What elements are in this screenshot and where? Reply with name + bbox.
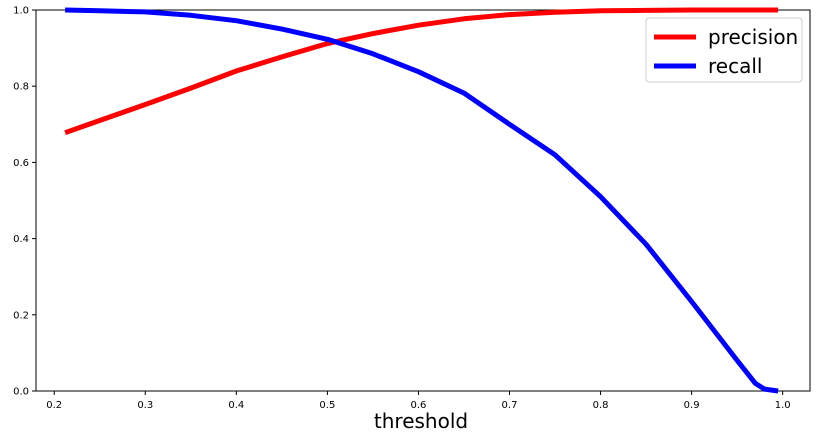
legend: precision recall bbox=[645, 17, 803, 83]
series-line-recall bbox=[65, 7, 779, 394]
series-layer bbox=[64, 7, 779, 394]
y-tick-label: 0.8 bbox=[13, 82, 29, 93]
x-tick-label: 0.5 bbox=[319, 400, 335, 411]
x-tick-label: 0.4 bbox=[228, 400, 244, 411]
x-tick-label: 0.7 bbox=[502, 400, 518, 411]
x-axis-title: threshold bbox=[374, 409, 468, 433]
x-tick-label: 0.8 bbox=[593, 400, 609, 411]
y-tick-label: 0.0 bbox=[13, 387, 29, 398]
y-axis-ticks: 0.0 0.2 0.4 0.6 0.8 1.0 bbox=[13, 6, 36, 398]
x-tick-label: 1.0 bbox=[775, 400, 791, 411]
series-line-precision bbox=[64, 7, 779, 136]
x-tick-label: 0.6 bbox=[410, 400, 426, 411]
y-tick-label: 1.0 bbox=[13, 6, 29, 17]
x-tick-label: 0.3 bbox=[137, 400, 153, 411]
y-tick-label: 0.4 bbox=[13, 234, 29, 245]
legend-label-precision: precision bbox=[708, 25, 798, 49]
x-axis-ticks: 0.2 0.3 0.4 0.5 0.6 0.7 0.8 0.9 1.0 bbox=[46, 391, 791, 411]
x-tick-label: 0.2 bbox=[46, 400, 62, 411]
y-tick-label: 0.6 bbox=[13, 158, 29, 169]
legend-label-recall: recall bbox=[708, 54, 762, 78]
x-tick-label: 0.9 bbox=[684, 400, 700, 411]
y-tick-label: 0.2 bbox=[13, 310, 29, 321]
